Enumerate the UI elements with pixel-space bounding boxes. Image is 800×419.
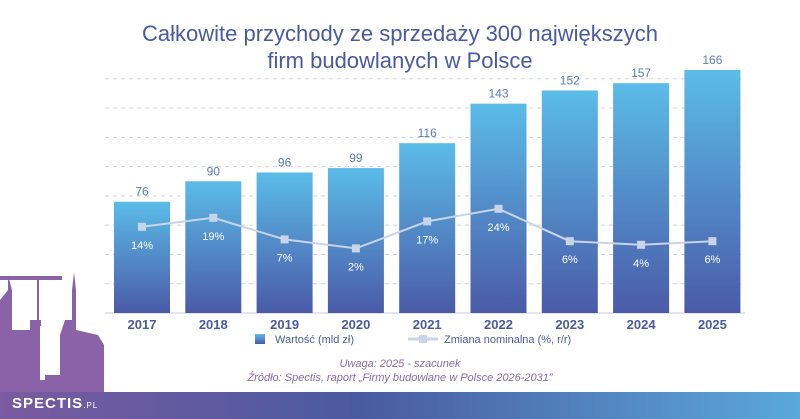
change-label: 19% <box>202 231 224 243</box>
change-label: 4% <box>633 258 649 270</box>
x-tick-label: 2023 <box>555 317 584 332</box>
bar <box>541 90 598 313</box>
logo-suffix: .PL <box>83 401 99 410</box>
bar <box>613 83 670 313</box>
change-marker <box>494 204 503 213</box>
note-source: Źródło: Spectis, raport „Firmy budowlane… <box>247 372 553 384</box>
x-tick-label: 2017 <box>128 317 157 332</box>
x-tick-label: 2018 <box>199 317 228 332</box>
x-tick-label: 2022 <box>484 317 513 332</box>
bar <box>185 181 242 313</box>
change-label: 24% <box>487 222 509 234</box>
bar-value-label: 76 <box>135 185 149 199</box>
skyline-illustration <box>0 272 104 392</box>
change-label: 14% <box>131 240 153 252</box>
x-tick-label: 2021 <box>413 317 442 332</box>
change-marker <box>565 237 574 246</box>
bar <box>114 201 170 313</box>
note-remark: Uwaga: 2025 - szacunek <box>339 358 461 370</box>
bar-value-label: 152 <box>560 73 580 87</box>
bar-value-label: 143 <box>488 87 508 101</box>
chart-title: Całkowite przychody ze sprzedaży 300 naj… <box>0 20 800 74</box>
change-marker <box>209 213 218 222</box>
legend-bar-label: Wartość (mld zł) <box>275 334 354 346</box>
change-marker <box>138 222 146 231</box>
x-tick-label: 2019 <box>270 317 299 332</box>
title-line-1: Całkowite przychody ze sprzedaży 300 naj… <box>141 21 658 46</box>
x-tick-label: 2024 <box>627 317 657 332</box>
bar-value-label: 96 <box>278 155 292 169</box>
change-marker <box>637 240 646 249</box>
bar <box>684 70 741 313</box>
legend: Wartość (mld zł) Zmiana nominalna (%, r/… <box>255 334 571 346</box>
change-label: 2% <box>348 261 364 273</box>
legend-line-marker <box>419 335 427 343</box>
legend-bar-swatch <box>255 334 265 344</box>
change-marker <box>351 244 360 253</box>
logo-name: SPECTIS <box>12 395 84 412</box>
bar-value-label: 99 <box>349 151 363 165</box>
change-marker <box>423 217 432 226</box>
logo: SPECTIS.PL <box>12 395 98 412</box>
legend-line-label: Zmiana nominalna (%, r/r) <box>444 334 571 346</box>
footer-band <box>0 392 800 419</box>
bar-value-label: 166 <box>702 53 722 67</box>
x-tick-label: 2025 <box>698 317 727 332</box>
change-marker <box>280 235 289 244</box>
title-line-2: firm budowlanych w Polsce <box>267 48 533 73</box>
bar-value-label: 90 <box>207 164 221 178</box>
change-marker <box>708 237 717 246</box>
change-label: 7% <box>277 252 293 264</box>
change-label: 6% <box>562 254 578 266</box>
change-label: 6% <box>704 254 720 266</box>
bar-value-label: 157 <box>631 66 651 80</box>
bar-value-label: 116 <box>418 126 437 140</box>
change-label: 17% <box>416 234 438 246</box>
x-tick-label: 2020 <box>341 317 370 332</box>
